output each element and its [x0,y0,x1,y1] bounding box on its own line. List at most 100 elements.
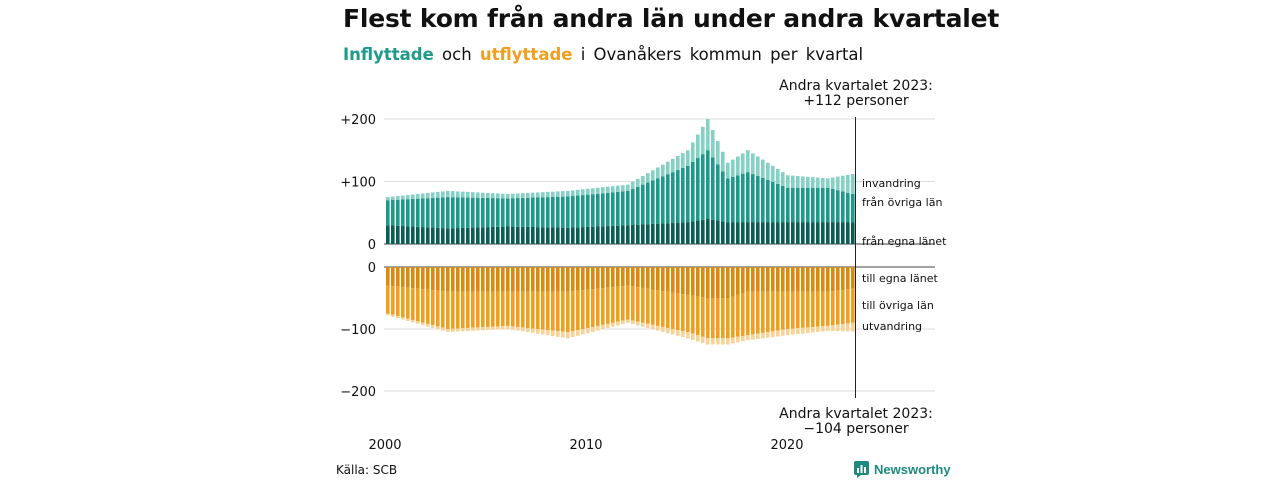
bar-out-emigration [686,332,690,339]
bar-in-same-county [456,228,460,244]
bar-in-other-county [651,180,655,224]
bar-out-emigration [601,324,605,330]
bar-out-other-county [701,297,705,337]
bar-in-other-county [741,173,745,223]
bar-in-same-county [406,226,410,244]
bar-out-emigration [616,321,620,326]
bar-out-other-county [506,291,510,326]
bar-out-same-county [611,267,615,288]
bar-in-other-county [456,197,460,229]
bar-out-emigration [746,335,750,341]
bar-in-other-county [591,194,595,227]
bar-out-same-county [706,267,710,298]
bar-in-same-county [656,223,660,244]
bar-out-emigration [731,337,735,344]
bar-out-other-county [511,291,515,327]
bar-out-same-county [746,267,750,292]
bar-out-emigration [726,338,730,345]
bar-in-same-county [561,227,565,244]
bar-in-other-county [726,178,730,223]
bar-out-other-county [551,291,555,331]
bar-out-other-county [616,286,620,322]
bar-in-same-county [396,225,400,244]
y-tick-label-top: 0 [368,238,376,253]
brand-logo[interactable]: Newsworthy [854,461,951,478]
bar-in-immigration [811,177,815,188]
bar-in-other-county [631,188,635,225]
bar-out-emigration [631,320,635,325]
bar-out-emigration [501,326,505,330]
bar-out-other-county [476,291,480,328]
bar-in-other-county [736,175,740,223]
bar-in-same-county [776,222,780,244]
bar-in-same-county [781,222,785,244]
bar-out-emigration [621,320,625,325]
bar-out-same-county [491,267,495,292]
bar-out-same-county [736,267,740,295]
bar-in-other-county [601,193,605,227]
subtitle-och: och [442,45,472,64]
bar-in-other-county [451,197,455,229]
bar-in-other-county [506,198,510,227]
bar-in-immigration [526,192,530,198]
bar-out-same-county [711,267,715,298]
bar-out-other-county [421,289,425,323]
bar-in-immigration [771,165,775,182]
bar-in-immigration [801,176,805,188]
bar-in-same-county [411,226,415,244]
bar-out-same-county [576,267,580,291]
bar-out-emigration [551,330,555,336]
bar-in-same-county [591,226,595,244]
bar-in-other-county [566,196,570,228]
bar-out-same-county [826,267,830,292]
bar-out-emigration [806,327,810,334]
bar-out-other-county [501,291,505,327]
y-tick-label-top: +200 [340,113,376,128]
bar-in-immigration [491,193,495,199]
y-tick-label-top: +100 [340,176,376,191]
bar-in-same-county [556,227,560,244]
bar-in-same-county [521,226,525,244]
bar-out-other-county [656,290,660,326]
bar-in-immigration [386,197,390,201]
bar-out-emigration [576,330,580,336]
bar-out-same-county [821,267,825,292]
bar-out-same-county [846,267,850,290]
bar-in-immigration [426,192,430,199]
bar-in-other-county [791,187,795,223]
bar-out-other-county [436,290,440,327]
bar-in-immigration [826,178,830,188]
bar-in-same-county [731,222,735,244]
bar-out-other-county [521,291,525,328]
bar-in-immigration [701,126,705,155]
y-tick-label-bottom: −100 [340,323,376,338]
bar-in-other-county [641,184,645,225]
bar-out-other-county [821,291,825,327]
brand-name: Newsworthy [874,462,951,477]
bar-in-immigration [786,175,790,188]
bar-in-other-county [461,197,465,228]
bar-out-emigration [536,329,540,334]
bar-out-other-county [806,291,810,328]
bar-in-same-county [606,226,610,244]
x-tick-label: 2020 [770,438,803,453]
bar-in-same-county [756,222,760,244]
bar-out-same-county [531,267,535,292]
bar-out-emigration [546,330,550,336]
bar-in-immigration [416,194,420,199]
bar-out-emigration [581,329,585,335]
bar-in-immigration [461,191,465,198]
bar-in-immigration [451,191,455,198]
bar-in-immigration [541,192,545,198]
bar-out-other-county [491,291,495,327]
bar-out-same-county [761,267,765,292]
bar-in-other-county [806,187,810,223]
bar-out-emigration [526,327,530,333]
bar-in-same-county [736,222,740,244]
bar-in-other-county [851,194,855,223]
bar-in-other-county [776,183,780,223]
bar-out-emigration [781,329,785,336]
bar-in-same-county [506,226,510,244]
bar-out-other-county [756,291,760,334]
